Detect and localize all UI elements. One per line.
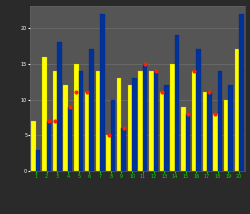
Bar xyxy=(218,71,222,171)
Bar xyxy=(228,85,233,171)
Bar xyxy=(202,92,207,171)
Bar xyxy=(64,85,68,171)
Bar xyxy=(170,64,175,171)
Bar xyxy=(164,85,169,171)
Bar xyxy=(68,107,72,171)
Bar xyxy=(234,49,239,171)
Bar xyxy=(96,71,100,171)
Bar xyxy=(175,35,180,171)
Bar xyxy=(117,78,121,171)
Bar xyxy=(207,92,212,171)
Bar xyxy=(239,13,244,171)
Bar xyxy=(79,71,83,171)
Bar xyxy=(89,49,94,171)
Bar xyxy=(32,121,36,171)
Bar xyxy=(53,71,57,171)
Bar xyxy=(100,13,104,171)
Bar xyxy=(213,114,218,171)
Bar xyxy=(111,100,115,171)
Bar xyxy=(149,71,154,171)
Bar xyxy=(85,92,89,171)
Bar xyxy=(138,71,143,171)
Bar xyxy=(122,128,126,171)
Bar xyxy=(106,135,111,171)
Bar xyxy=(160,92,164,171)
Bar xyxy=(128,85,132,171)
Bar xyxy=(74,64,79,171)
Bar xyxy=(181,107,186,171)
Bar xyxy=(192,71,196,171)
Bar xyxy=(132,78,137,171)
Bar xyxy=(154,71,158,171)
Bar xyxy=(42,56,46,171)
Bar xyxy=(57,42,62,171)
Bar xyxy=(224,100,228,171)
Bar xyxy=(143,64,147,171)
Bar xyxy=(196,49,201,171)
Bar xyxy=(36,150,40,171)
Bar xyxy=(186,114,190,171)
Bar xyxy=(46,121,51,171)
